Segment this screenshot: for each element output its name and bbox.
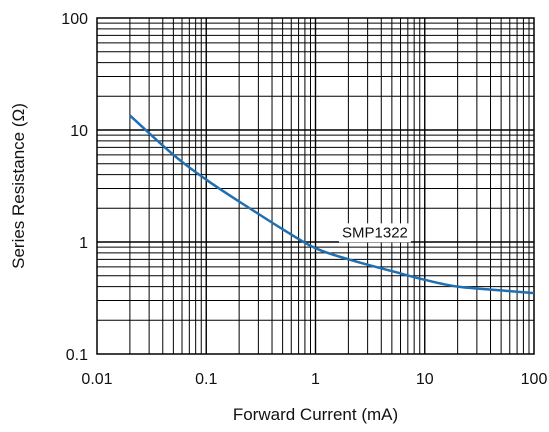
- x-tick-label: 10: [416, 371, 434, 388]
- y-tick-label: 0.1: [66, 347, 88, 364]
- annotation-smp1322: SMP1322: [342, 224, 408, 241]
- y-tick-label: 1: [79, 235, 88, 252]
- x-axis-title: Forward Current (mA): [233, 405, 398, 424]
- x-tick-label: 0.01: [81, 371, 112, 388]
- plot-frame: [96, 17, 535, 355]
- y-tick-labels: 0.1 1 10 100: [61, 11, 88, 364]
- y-tick-label: 100: [61, 11, 88, 28]
- grid: [97, 18, 534, 354]
- x-tick-labels: 0.01 0.1 1 10 100: [81, 371, 547, 388]
- x-tick-label: 1: [311, 371, 320, 388]
- x-tick-label: 0.1: [195, 371, 217, 388]
- y-tick-label: 10: [70, 123, 88, 140]
- y-axis-title: Series Resistance (Ω): [9, 103, 28, 269]
- x-tick-label: 100: [521, 371, 548, 388]
- annotation-background: [339, 223, 411, 243]
- series-line-smp1322: [129, 114, 535, 295]
